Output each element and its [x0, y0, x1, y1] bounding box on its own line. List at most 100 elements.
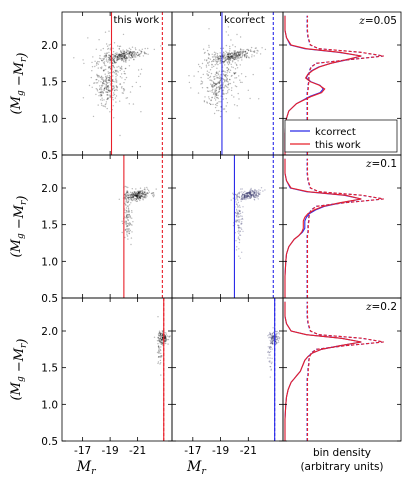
- data-point: [226, 78, 228, 81]
- data-point: [133, 196, 135, 198]
- data-point: [276, 337, 278, 339]
- data-point: [144, 197, 146, 199]
- data-point: [230, 56, 232, 58]
- data-point: [138, 75, 140, 78]
- data-point: [237, 195, 239, 198]
- data-point: [233, 58, 235, 60]
- data-point: [227, 62, 229, 64]
- data-point: [142, 192, 144, 194]
- data-point: [257, 195, 259, 197]
- data-point: [246, 192, 248, 194]
- data-point: [148, 191, 150, 193]
- data-point: [138, 192, 140, 194]
- data-point: [216, 92, 218, 94]
- data-point: [128, 224, 131, 226]
- data-point: [226, 67, 228, 69]
- data-point: [218, 90, 220, 93]
- data-point: [162, 337, 164, 339]
- data-point: [218, 81, 221, 83]
- data-point: [139, 190, 142, 193]
- data-point: [239, 212, 242, 215]
- y-tick-label: 1.5: [41, 77, 58, 89]
- data-point: [248, 193, 250, 195]
- data-point: [275, 330, 277, 333]
- data-point: [257, 198, 259, 200]
- data-point: [244, 194, 246, 197]
- data-point: [108, 79, 110, 81]
- data-point: [272, 335, 274, 338]
- data-point: [274, 335, 277, 338]
- data-point: [225, 59, 227, 62]
- data-point: [231, 55, 233, 57]
- data-point: [139, 190, 141, 192]
- data-point: [227, 56, 229, 58]
- y-axis-label-part: ): [15, 53, 30, 59]
- data-point: [142, 193, 144, 195]
- data-point: [223, 61, 225, 63]
- scatter-points: [188, 26, 271, 119]
- data-point: [252, 191, 254, 193]
- data-point: [140, 196, 142, 198]
- data-point: [228, 53, 230, 55]
- data-point: [118, 54, 120, 56]
- data-point: [276, 342, 278, 344]
- data-point: [115, 53, 117, 55]
- data-point: [124, 209, 126, 211]
- data-point: [133, 193, 135, 195]
- data-point: [165, 337, 167, 339]
- data-point: [128, 53, 130, 55]
- data-point: [137, 195, 139, 197]
- data-point: [229, 57, 231, 60]
- data-point: [122, 60, 125, 62]
- data-point: [229, 82, 232, 85]
- data-point: [128, 52, 130, 54]
- data-point: [115, 72, 117, 75]
- data-point: [120, 87, 123, 89]
- data-point: [108, 54, 110, 56]
- data-point: [135, 54, 138, 56]
- data-point: [219, 87, 222, 89]
- x-tick-label: -17: [74, 445, 91, 457]
- data-point: [122, 49, 124, 51]
- this-work-limited-density-curve: [306, 15, 384, 155]
- data-point: [130, 54, 132, 56]
- data-point: [225, 59, 227, 61]
- data-point: [124, 55, 127, 58]
- data-point: [245, 197, 248, 199]
- data-point: [254, 196, 256, 198]
- data-point: [243, 196, 246, 198]
- data-point: [161, 342, 163, 344]
- data-point: [125, 204, 127, 206]
- data-point: [127, 216, 129, 218]
- data-point: [278, 333, 281, 335]
- data-point: [115, 55, 117, 58]
- data-point: [137, 190, 139, 192]
- data-point: [107, 88, 110, 90]
- data-point: [120, 59, 123, 62]
- data-point: [253, 50, 256, 52]
- y-axis-label-part: g: [16, 233, 26, 239]
- data-point: [241, 188, 243, 190]
- panel-frame: [171, 297, 284, 442]
- data-point: [245, 54, 247, 56]
- data-point: [227, 26, 230, 28]
- data-point: [131, 193, 133, 195]
- data-point: [133, 58, 135, 60]
- data-point: [216, 67, 218, 70]
- data-point: [113, 59, 115, 61]
- data-point: [250, 187, 252, 190]
- data-point: [250, 194, 253, 196]
- data-point: [98, 95, 100, 97]
- data-point: [121, 86, 123, 88]
- data-point: [138, 195, 141, 197]
- data-point: [108, 58, 111, 60]
- data-point: [97, 63, 100, 65]
- data-point: [260, 187, 263, 189]
- data-point: [127, 197, 130, 199]
- data-point: [238, 239, 241, 241]
- data-point: [275, 342, 277, 344]
- data-point: [119, 51, 122, 53]
- data-point: [238, 210, 240, 212]
- data-point: [125, 222, 127, 225]
- x-tick-label: -19: [102, 445, 119, 457]
